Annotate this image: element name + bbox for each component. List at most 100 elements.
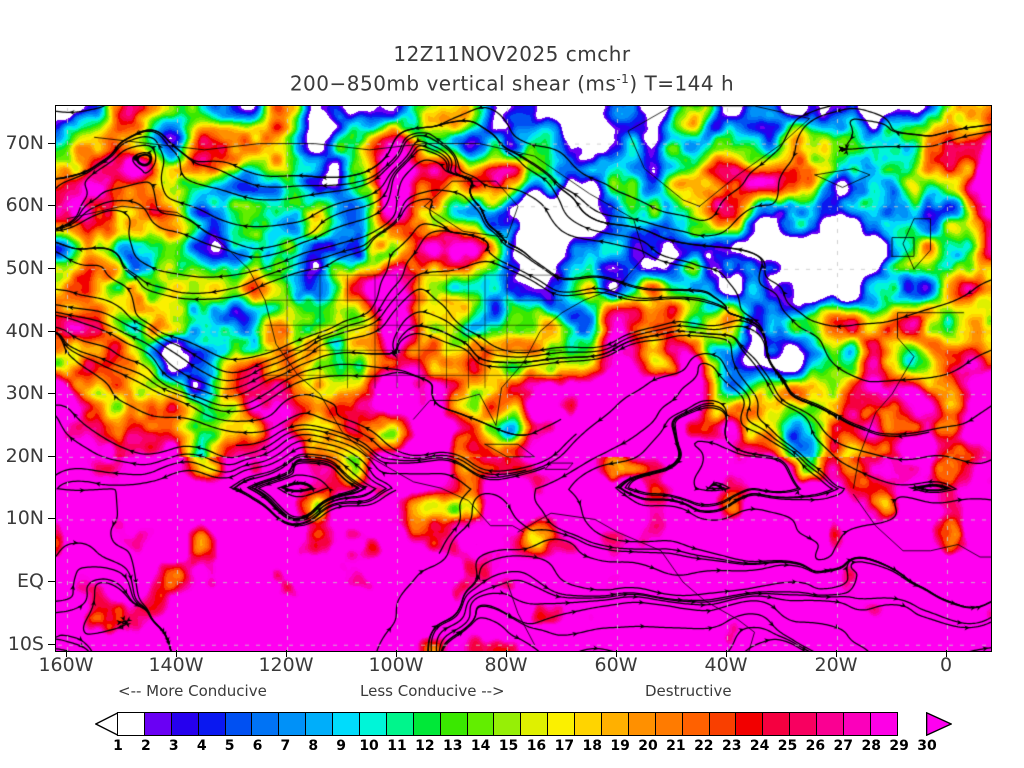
colorbar-cell-1 <box>117 712 145 736</box>
y-tick-label-eq: EQ <box>17 570 44 593</box>
colorbar-cell-26 <box>789 712 818 736</box>
colorbar-tick-19: 19 <box>610 738 630 754</box>
colorbar-cell-4 <box>197 712 226 736</box>
x-tick-mark <box>616 650 617 657</box>
colorbar-cell-15 <box>493 712 522 736</box>
colorbar-cell-19 <box>601 712 629 736</box>
colorbar-tick-7: 7 <box>280 738 291 754</box>
colorbar-tick-27: 27 <box>833 738 854 754</box>
colorbar-tick-22: 22 <box>694 738 714 754</box>
x-tick-mark <box>506 650 507 657</box>
colorbar-cell-16 <box>520 712 549 736</box>
y-tick-label-60n: 60N <box>5 194 44 217</box>
x-tick-mark <box>66 650 67 657</box>
colorbar-cell-21 <box>654 712 683 736</box>
colorbar-tick-20: 20 <box>638 738 658 754</box>
y-tick-mark <box>48 643 55 645</box>
colorbar-cell-11 <box>385 712 414 736</box>
x-tick-mark <box>286 650 287 657</box>
y-tick-mark <box>48 267 55 269</box>
colorbar-cell-6 <box>251 712 280 736</box>
colorbar-tick-18: 18 <box>582 738 602 754</box>
chart-title-block: 12Z11NOV2025 cmchr 200−850mb vertical sh… <box>0 42 1024 97</box>
x-tick-mark <box>176 650 177 657</box>
colorbar-tick-28: 28 <box>861 738 881 754</box>
colorbar-cell-10 <box>359 712 387 736</box>
x-tick-label-120w: 120W <box>258 654 314 676</box>
colorbar-cell-29 <box>869 712 898 736</box>
colorbar-cell-7 <box>278 712 307 736</box>
chart-title-line2-pre: 200−850mb vertical shear (ms <box>289 71 617 96</box>
colorbar-cell-2 <box>143 712 172 736</box>
x-tick-label-0: 0 <box>939 654 953 676</box>
colorbar-tick-21: 21 <box>666 738 686 754</box>
streamline-overlay <box>56 106 991 651</box>
x-tick-label-140w: 140W <box>148 654 204 676</box>
colorbar-tick-9: 9 <box>336 738 347 754</box>
colorbar-cell-3 <box>170 712 199 736</box>
chart-title-line2: 200−850mb vertical shear (ms-1) T=144 h <box>0 67 1024 97</box>
colorbar-tick-29: 29 <box>889 738 909 754</box>
x-tick-label-20w: 20W <box>814 654 858 676</box>
x-tick-label-80w: 80W <box>484 654 528 676</box>
colorbar[interactable]: 1 2 3 4 5 6 7 8 9 10 11 12 13 14 15 16 17 18 19 20 21 22 23 24 2… <box>95 712 955 754</box>
x-tick-mark <box>946 650 947 657</box>
colorbar-tick-14: 14 <box>470 738 491 754</box>
colorbar-cell-14 <box>466 712 495 736</box>
y-tick-mark <box>48 455 55 457</box>
colorbar-cell-20 <box>627 712 656 736</box>
y-tick-label-10s: 10S <box>7 632 44 655</box>
x-tick-label-100w: 100W <box>368 654 424 676</box>
colorbar-cell-5 <box>224 712 253 736</box>
y-tick-label-20n: 20N <box>5 444 44 467</box>
colorbar-tick-26: 26 <box>805 738 826 754</box>
colorbar-tick-30: 30 <box>917 738 937 754</box>
colorbar-tick-12: 12 <box>415 738 435 754</box>
colorbar-tick-24: 24 <box>749 738 770 754</box>
y-tick-label-50n: 50N <box>5 256 44 279</box>
x-tick-label-160w: 160W <box>38 654 94 676</box>
map-plot-area[interactable] <box>55 105 992 652</box>
y-tick-mark <box>48 142 55 144</box>
shear-field-container <box>56 106 991 651</box>
y-tick-mark <box>48 518 55 520</box>
colorbar-cell-23 <box>708 712 737 736</box>
colorbar-tick-13: 13 <box>443 738 463 754</box>
colorbar-under-arrow-icon <box>95 712 119 736</box>
colorbar-cell-27 <box>816 712 845 736</box>
colorbar-tick-4: 4 <box>196 738 207 754</box>
colorbar-cell-25 <box>762 712 791 736</box>
colorbar-tick-10: 10 <box>359 738 379 754</box>
y-tick-mark <box>48 330 55 332</box>
colorbar-cell-12 <box>412 712 441 736</box>
colorbar-cells <box>117 712 898 736</box>
colorbar-tick-25: 25 <box>777 738 798 754</box>
colorbar-tick-2: 2 <box>141 738 151 754</box>
legend-destructive: Destructive <box>645 682 732 700</box>
colorbar-tick-11: 11 <box>387 738 407 754</box>
colorbar-cell-18 <box>574 712 603 736</box>
colorbar-cell-24 <box>735 712 764 736</box>
colorbar-tick-15: 15 <box>498 738 519 754</box>
colorbar-tick-6: 6 <box>252 738 263 754</box>
x-tick-mark <box>396 650 397 657</box>
colorbar-legend-row: <-- More Conducive Less Conducive --> De… <box>0 682 1024 704</box>
colorbar-cell-13 <box>439 712 468 736</box>
y-tick-label-30n: 30N <box>5 382 44 405</box>
y-tick-label-10n: 10N <box>5 507 44 530</box>
colorbar-cell-17 <box>547 712 576 736</box>
x-tick-mark <box>836 650 837 657</box>
chart-title-line2-post: ) T=144 h <box>629 71 735 96</box>
colorbar-tick-3: 3 <box>168 738 179 754</box>
colorbar-tick-8: 8 <box>308 738 319 754</box>
colorbar-tick-16: 16 <box>526 738 547 754</box>
y-tick-label-40n: 40N <box>5 319 44 342</box>
units-exponent: -1 <box>616 72 630 86</box>
y-tick-label-70n: 70N <box>5 131 44 154</box>
colorbar-tick-23: 23 <box>721 738 742 754</box>
colorbar-cell-22 <box>681 712 710 736</box>
colorbar-tick-17: 17 <box>554 738 575 754</box>
chart-title-line1: 12Z11NOV2025 cmchr <box>393 42 631 66</box>
colorbar-tick-5: 5 <box>224 738 235 754</box>
